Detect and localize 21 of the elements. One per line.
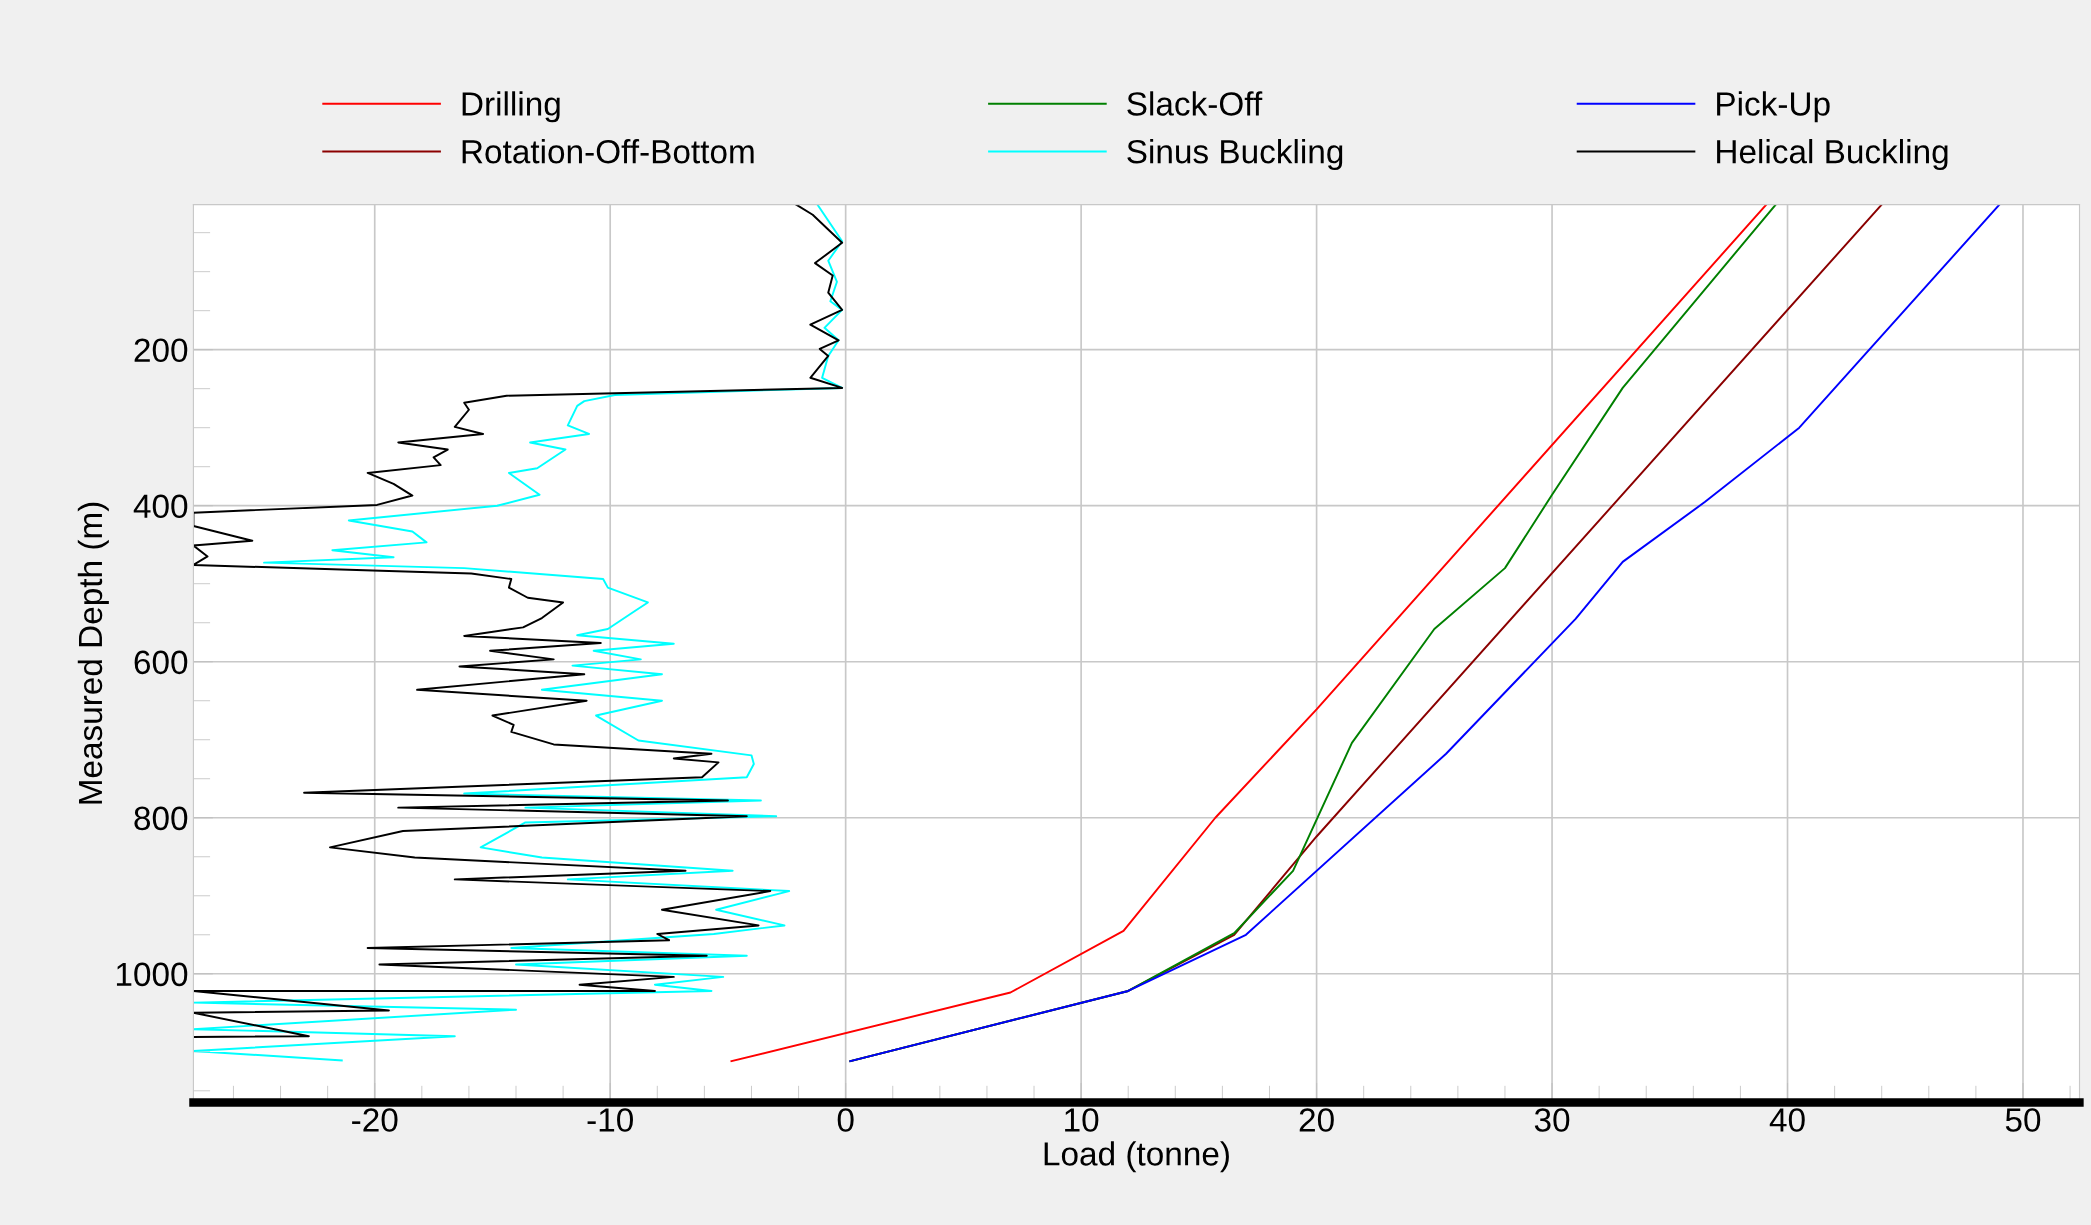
legend-label: Drilling — [462, 91, 560, 123]
y-tick-label: 200 — [134, 338, 188, 363]
x-tick-label: 0 — [837, 1108, 854, 1132]
y-tick-label: 800 — [134, 806, 188, 831]
y-tick-label: 1000 — [116, 962, 188, 987]
legend-label: Pick-Up — [1717, 91, 1830, 123]
legend-label: Sinus Buckling — [1127, 139, 1343, 171]
x-tick-label: -10 — [587, 1108, 633, 1132]
x-tick-label: -20 — [352, 1108, 398, 1132]
x-tick-label: 50 — [2005, 1108, 2041, 1132]
y-tick-label: 600 — [134, 650, 188, 675]
legend-label: Helical Buckling — [1717, 139, 1948, 171]
y-tick-label: 400 — [133, 494, 188, 519]
x-tick-label: 10 — [1065, 1108, 1099, 1132]
y-axis-title: Measured Depth (m) — [77, 502, 109, 804]
x-tick-label: 30 — [1534, 1108, 1570, 1132]
x-axis-title: Load (tonne) — [1044, 1141, 1229, 1173]
legend-label: Slack-Off — [1127, 91, 1263, 116]
legend-label: Rotation-Off-Bottom — [462, 139, 754, 164]
x-tick-label: 20 — [1299, 1108, 1334, 1132]
x-tick-label: 40 — [1769, 1108, 1805, 1132]
